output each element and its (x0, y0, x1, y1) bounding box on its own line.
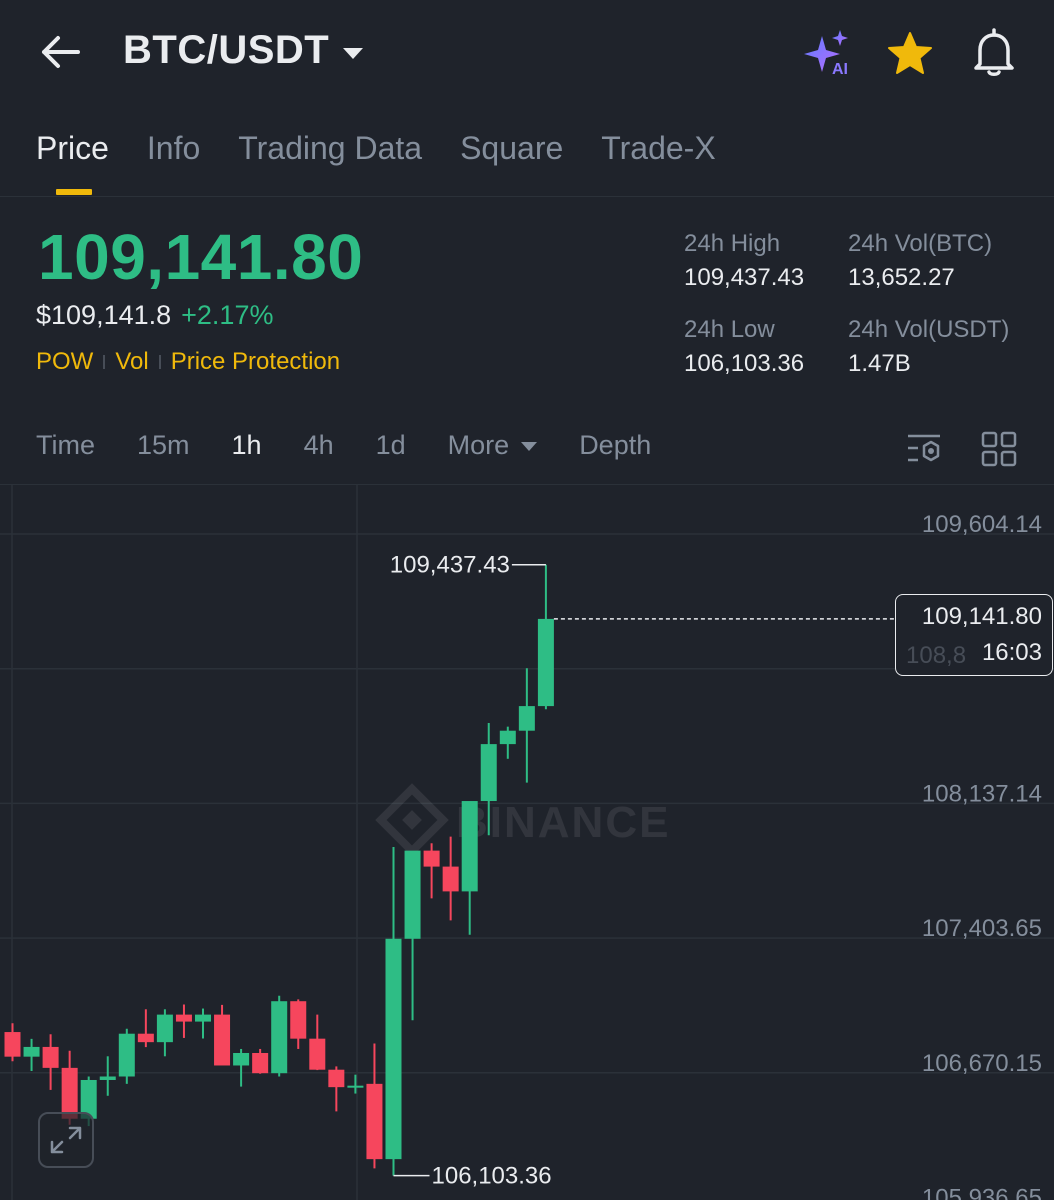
high-24h-value: 109,437.43 (684, 264, 805, 291)
candle-body (518, 706, 535, 731)
candle-body (480, 744, 497, 802)
depth-tab[interactable]: Depth (579, 430, 652, 460)
low-24h-label: 24h Low (684, 316, 775, 343)
expand-icon (50, 1126, 82, 1154)
candle-body (233, 1052, 250, 1066)
high-marker-label: 109,437.43 (390, 552, 510, 579)
high-24h-label: 24h High (684, 230, 781, 257)
tag-price-protection[interactable]: Price Protection (170, 348, 341, 375)
tab-trade-x[interactable]: Trade-X (601, 130, 716, 166)
more-intervals-button[interactable]: More (448, 430, 538, 461)
candle-body (366, 1083, 383, 1160)
pair-selector[interactable]: BTC/USDT (123, 28, 364, 73)
interval-4h[interactable]: 4h (303, 430, 334, 460)
candle-body (252, 1052, 269, 1074)
interval-time[interactable]: Time (36, 430, 95, 460)
candle-body (175, 1014, 192, 1022)
interval-1h[interactable]: 1h (231, 430, 262, 460)
y-axis-labels: 109,604.14 108,137.14 107,403.65 106,670.15… (922, 511, 1042, 1200)
low-24h-value: 106,103.36 (684, 350, 805, 377)
divider (0, 484, 1054, 485)
candle-body (23, 1046, 40, 1057)
tab-square[interactable]: Square (460, 130, 564, 166)
vol-usdt-label: 24h Vol(USDT) (848, 316, 1010, 343)
vol-btc-label: 24h Vol(BTC) (848, 230, 993, 257)
interval-15m[interactable]: 15m (137, 430, 190, 460)
watermark-text: BINANCE (456, 798, 670, 847)
more-label: More (447, 430, 510, 460)
obscured-axis-label: 108,8 (906, 642, 967, 669)
pair-label: BTC/USDT (123, 28, 330, 72)
star-icon[interactable] (886, 30, 934, 76)
tag-separator (103, 355, 106, 369)
candle-body (80, 1079, 97, 1119)
candle-body (385, 938, 402, 1160)
candle-body (347, 1085, 364, 1088)
vol-btc-value: 13,652.27 (848, 264, 955, 291)
interval-bar: Time 15m 1h 4h 1d More Depth (36, 430, 693, 461)
candle-body (328, 1069, 345, 1088)
candle-body (290, 1001, 307, 1039)
candle-countdown: 16:03 (979, 639, 1042, 667)
binance-watermark: BINANCE (375, 783, 670, 857)
candle-body (137, 1033, 154, 1043)
caret-down-icon (521, 442, 538, 452)
ai-label: AI (832, 61, 848, 78)
price-change-percent: +2.17% (181, 300, 274, 330)
tab-price[interactable]: Price (36, 130, 109, 166)
low-marker-label: 106,103.36 (432, 1163, 552, 1190)
candle-body (61, 1067, 78, 1119)
candles (4, 564, 554, 1176)
candle-body (195, 1014, 211, 1022)
interval-1d[interactable]: 1d (375, 430, 406, 460)
grid-layout-icon[interactable] (980, 430, 1018, 468)
candle-body (99, 1076, 116, 1080)
y-tick-label: 106,670.15 (922, 1050, 1042, 1077)
caret-down-icon (343, 48, 364, 59)
back-arrow-icon[interactable] (38, 30, 82, 74)
candle-body (461, 801, 478, 892)
candle-body (309, 1038, 326, 1070)
candle-body (118, 1033, 135, 1077)
tab-trading-data[interactable]: Trading Data (238, 130, 423, 166)
last-price: 109,141.80 (38, 221, 364, 293)
tag-list: POW Vol Price Protection (36, 348, 340, 376)
bell-icon[interactable] (970, 28, 1018, 78)
tab-bar: Price Info Trading Data Square Trade-X (36, 130, 716, 167)
tag-pow[interactable]: POW (36, 348, 94, 375)
candle-body (271, 1001, 288, 1074)
candle-body (156, 1014, 173, 1043)
y-tick-label: 109,604.14 (922, 511, 1042, 538)
last-price-tag: 108,8 109,141.80 16:03 (895, 594, 1053, 676)
candle-body (537, 618, 554, 707)
chart-grid (0, 485, 1054, 1200)
candle-body (404, 850, 421, 939)
last-price-tag-value: 109,141.80 (921, 603, 1042, 630)
candle-body (423, 850, 440, 867)
tag-separator (158, 355, 161, 369)
ai-sparkle-icon[interactable]: AI (800, 28, 856, 78)
usd-price: $109,141.8 (36, 300, 172, 330)
active-tab-indicator (56, 189, 92, 195)
tab-info[interactable]: Info (146, 130, 201, 166)
candle-body (42, 1046, 59, 1068)
chart-settings-icon[interactable] (904, 430, 944, 468)
usd-price-line: $109,141.8 +2.17% (36, 300, 273, 331)
tag-vol[interactable]: Vol (115, 348, 149, 375)
y-tick-label: 107,403.65 (922, 915, 1042, 942)
vol-usdt-value: 1.47B (848, 350, 911, 377)
candle-body (214, 1014, 231, 1066)
candle-body (442, 866, 459, 892)
y-tick-label: 108,137.14 (922, 780, 1042, 807)
candle-body (4, 1032, 21, 1057)
expand-chart-button[interactable] (38, 1112, 94, 1168)
y-tick-label: 105,936.65 (922, 1184, 1042, 1200)
divider (0, 196, 1054, 197)
candle-body (499, 730, 516, 745)
chart-markers: 109,437.43 106,103.36 (390, 552, 895, 1190)
